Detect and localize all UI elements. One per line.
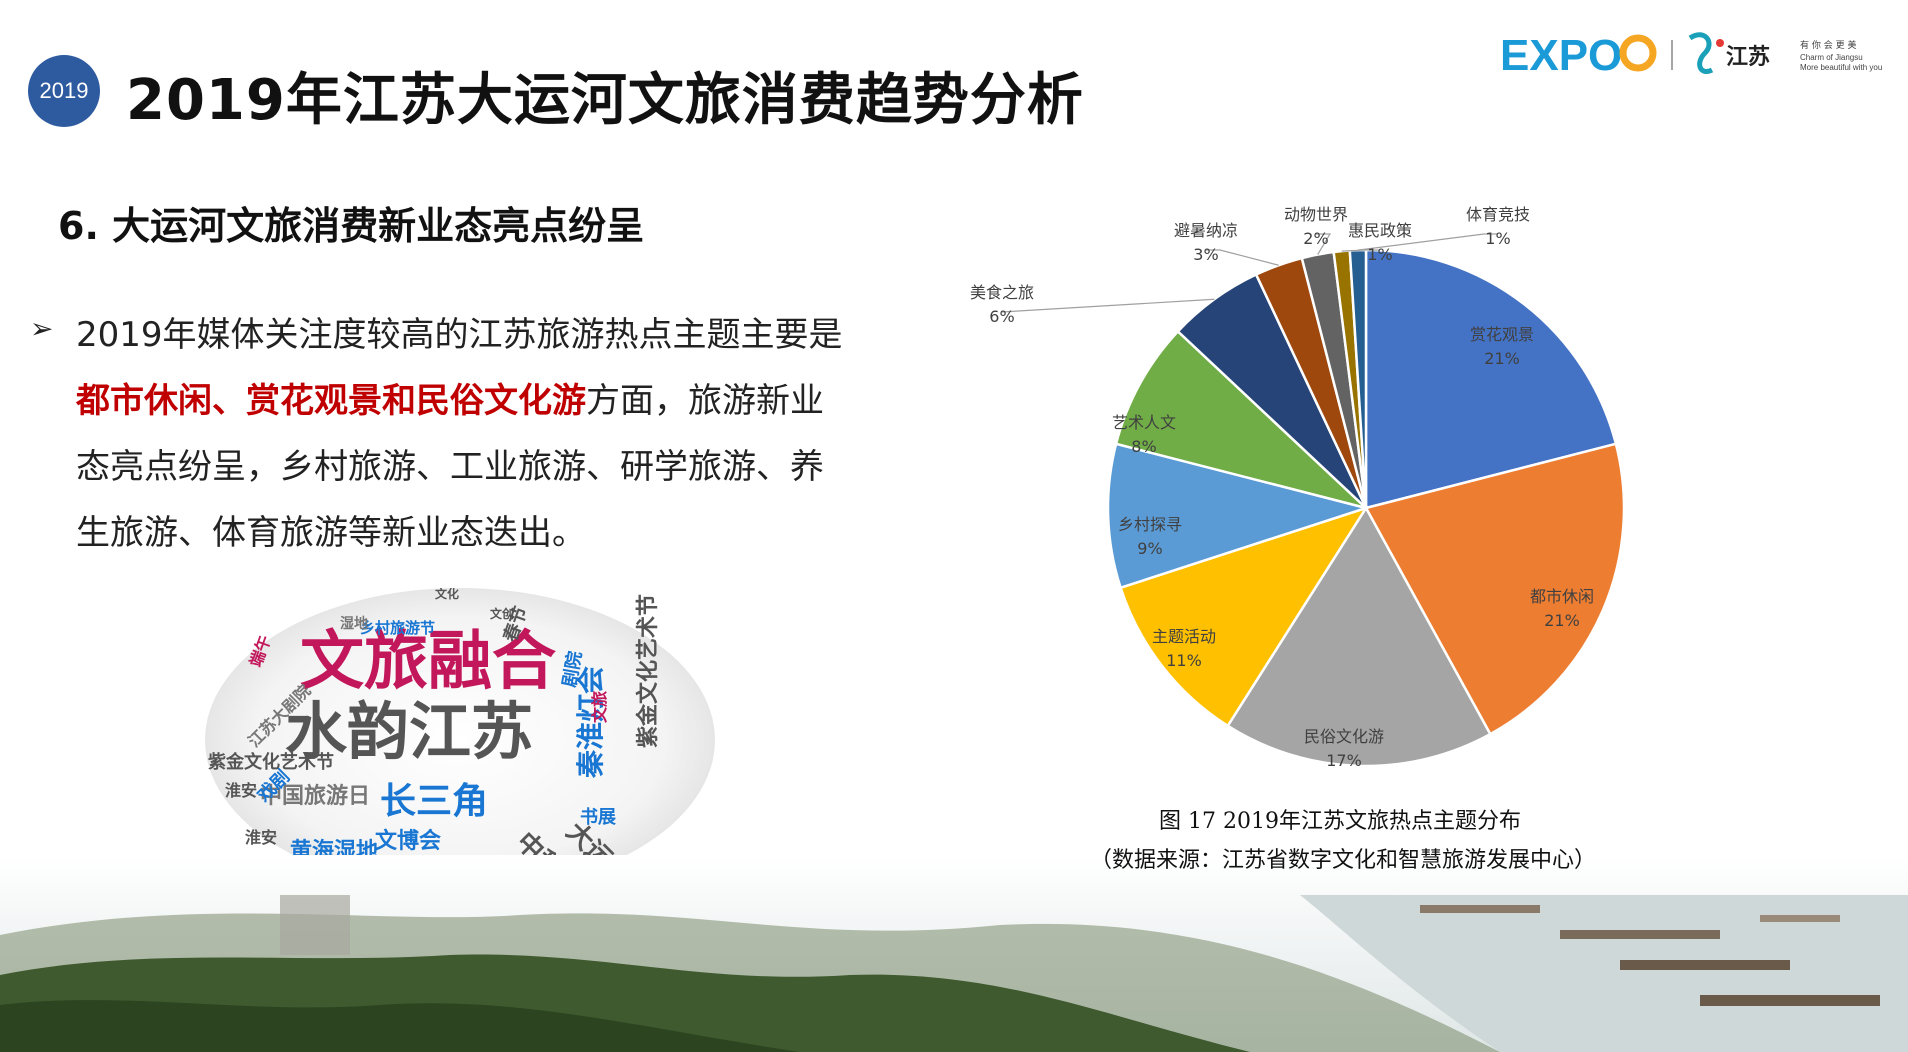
pie-leader-line: [1341, 249, 1380, 252]
jiangsu-logo-text: 江苏: [1726, 44, 1770, 70]
pie-slice: [1119, 505, 1369, 728]
pie-slice-value: 1%: [1367, 245, 1392, 264]
pie-slice-value: 1%: [1485, 229, 1510, 248]
pie-slice: [1226, 505, 1492, 768]
word-cloud-word: 文博会: [375, 828, 441, 854]
word-cloud-word: 乡村旅游节: [360, 619, 435, 637]
pie-slice-label: 主题活动: [1152, 627, 1216, 646]
pie-slice-label: 动物世界: [1284, 205, 1348, 224]
page-title: 2019年江苏大运河文旅消费趋势分析: [126, 68, 1084, 133]
pie-slice-label: 体育竞技: [1466, 205, 1530, 224]
pie-slice-label: 艺术人文: [1112, 413, 1176, 432]
word-cloud-word: 湿地: [340, 615, 368, 632]
pie-leader-line: [1206, 249, 1279, 266]
pie-slice-label: 乡村探寻: [1118, 515, 1182, 534]
word-cloud-word: 书展: [580, 807, 617, 828]
paragraph-part1: 2019年媒体关注度较高的江苏旅游热点主题主要是: [76, 315, 843, 355]
word-cloud-word: 文旅融合: [300, 625, 556, 699]
pie-slice-value: 11%: [1166, 651, 1202, 670]
pie-leader-line: [1001, 298, 1215, 313]
word-cloud-word: 长三角: [380, 781, 488, 822]
paragraph-highlight: 都市休闲、赏花观景和民俗文化游: [76, 381, 586, 421]
word-cloud-word: 淮安: [225, 781, 257, 800]
jiangsu-tagline-en1: Charm of Jiangsu: [1800, 53, 1863, 62]
word-cloud-word: 文创: [490, 606, 514, 621]
jiangsu-tagline-cn: 有 你 会 更 美: [1800, 39, 1856, 51]
pie-slice-value: 8%: [1131, 437, 1156, 456]
section-title: 6. 大运河文旅消费新业态亮点纷呈: [58, 204, 645, 248]
chart-source: （数据来源：江苏省数字文化和智慧旅游发展中心）: [1090, 848, 1597, 873]
word-cloud-word: 紫金文化艺术节: [635, 594, 661, 748]
pie-chart: 赏花观景 21% 都市休闲 21% 民俗文化游 17% 主题活动 11% 乡村探寻 9% 艺术人文 8…: [970, 205, 1626, 770]
pie-slice: [1364, 248, 1618, 510]
pie-slice-value: 2%: [1303, 229, 1328, 248]
pie-slice-value: 9%: [1137, 539, 1162, 558]
pie-leader-line: [1316, 233, 1332, 255]
paragraph-part2: 方面，旅游新业态亮点纷呈，乡村旅游、工业旅游、研学旅游、养生旅游、体育旅游等新业…: [76, 381, 824, 553]
jiangsu-tagline-en2: More beautiful with you: [1800, 63, 1882, 72]
body-paragraph: 2019年媒体关注度较高的江苏旅游热点主题主要是都市休闲、赏花观景和民俗文化游方…: [76, 302, 856, 566]
year-badge: 2019: [28, 55, 100, 127]
pie-leader-line: [1357, 233, 1498, 251]
bullet-arrow-icon: ➢: [30, 312, 54, 345]
word-cloud-background: [205, 588, 715, 892]
pie-slice-label: 民俗文化游: [1304, 727, 1384, 746]
pie-slice: [1114, 329, 1367, 510]
pie-slice: [1106, 442, 1371, 590]
pie-slices: [1106, 248, 1626, 768]
pie-leader-lines: [1001, 233, 1498, 313]
jiangsu-brush-icon: [1688, 32, 1714, 74]
word-cloud-word: 水韵江苏: [285, 695, 533, 768]
pie-slice-label: 赏花观景: [1470, 325, 1534, 344]
pie-slice-value: 21%: [1484, 349, 1520, 368]
word-cloud: 文旅融合水韵江苏长三角中国旅游日秦淮灯会紫金文化艺术节大运河中秋晚会黄海湿地文博…: [205, 588, 715, 908]
expo-logo-text: EXPO: [1500, 31, 1622, 80]
header-logos: EXPO 江苏 有 你 会 更 美 Charm of Jiangsu More …: [1500, 31, 1882, 80]
jiangsu-logo: 江苏 有 你 会 更 美 Charm of Jiangsu More beaut…: [1688, 32, 1882, 74]
chart-caption: 图 17 2019年江苏文旅热点主题分布: [1159, 809, 1521, 834]
pie-slice: [1364, 442, 1626, 736]
word-cloud-word: 文化: [435, 588, 459, 601]
word-cloud-word: 秦淮灯会: [574, 666, 607, 779]
pie-slice-label: 都市休闲: [1530, 587, 1594, 606]
jiangsu-seal-icon: [1716, 39, 1724, 47]
pie-slice-value: 21%: [1544, 611, 1580, 630]
expo-logo: EXPO: [1500, 31, 1657, 80]
pie-slice-value: 6%: [989, 307, 1014, 326]
word-cloud-word: 中国旅游日: [260, 783, 370, 809]
pie-slice-value: 3%: [1193, 245, 1218, 264]
pie-slice-value: 17%: [1326, 751, 1362, 770]
word-cloud-word: 紫金文化艺术节: [208, 751, 334, 773]
pie-slice-label: 美食之旅: [970, 283, 1034, 302]
pie-labels: 赏花观景 21% 都市休闲 21% 民俗文化游 17% 主题活动 11% 乡村探寻 9% 艺术人文 8…: [970, 205, 1594, 770]
expo-o-ring: [1619, 34, 1657, 72]
word-cloud-word: 文旅: [590, 691, 609, 723]
pie-slice-label: 惠民政策: [1348, 221, 1412, 240]
word-cloud-word: 淮安: [245, 828, 277, 847]
pie-slice-label: 避暑纳凉: [1174, 221, 1238, 240]
background-landscape: [0, 855, 1908, 1052]
